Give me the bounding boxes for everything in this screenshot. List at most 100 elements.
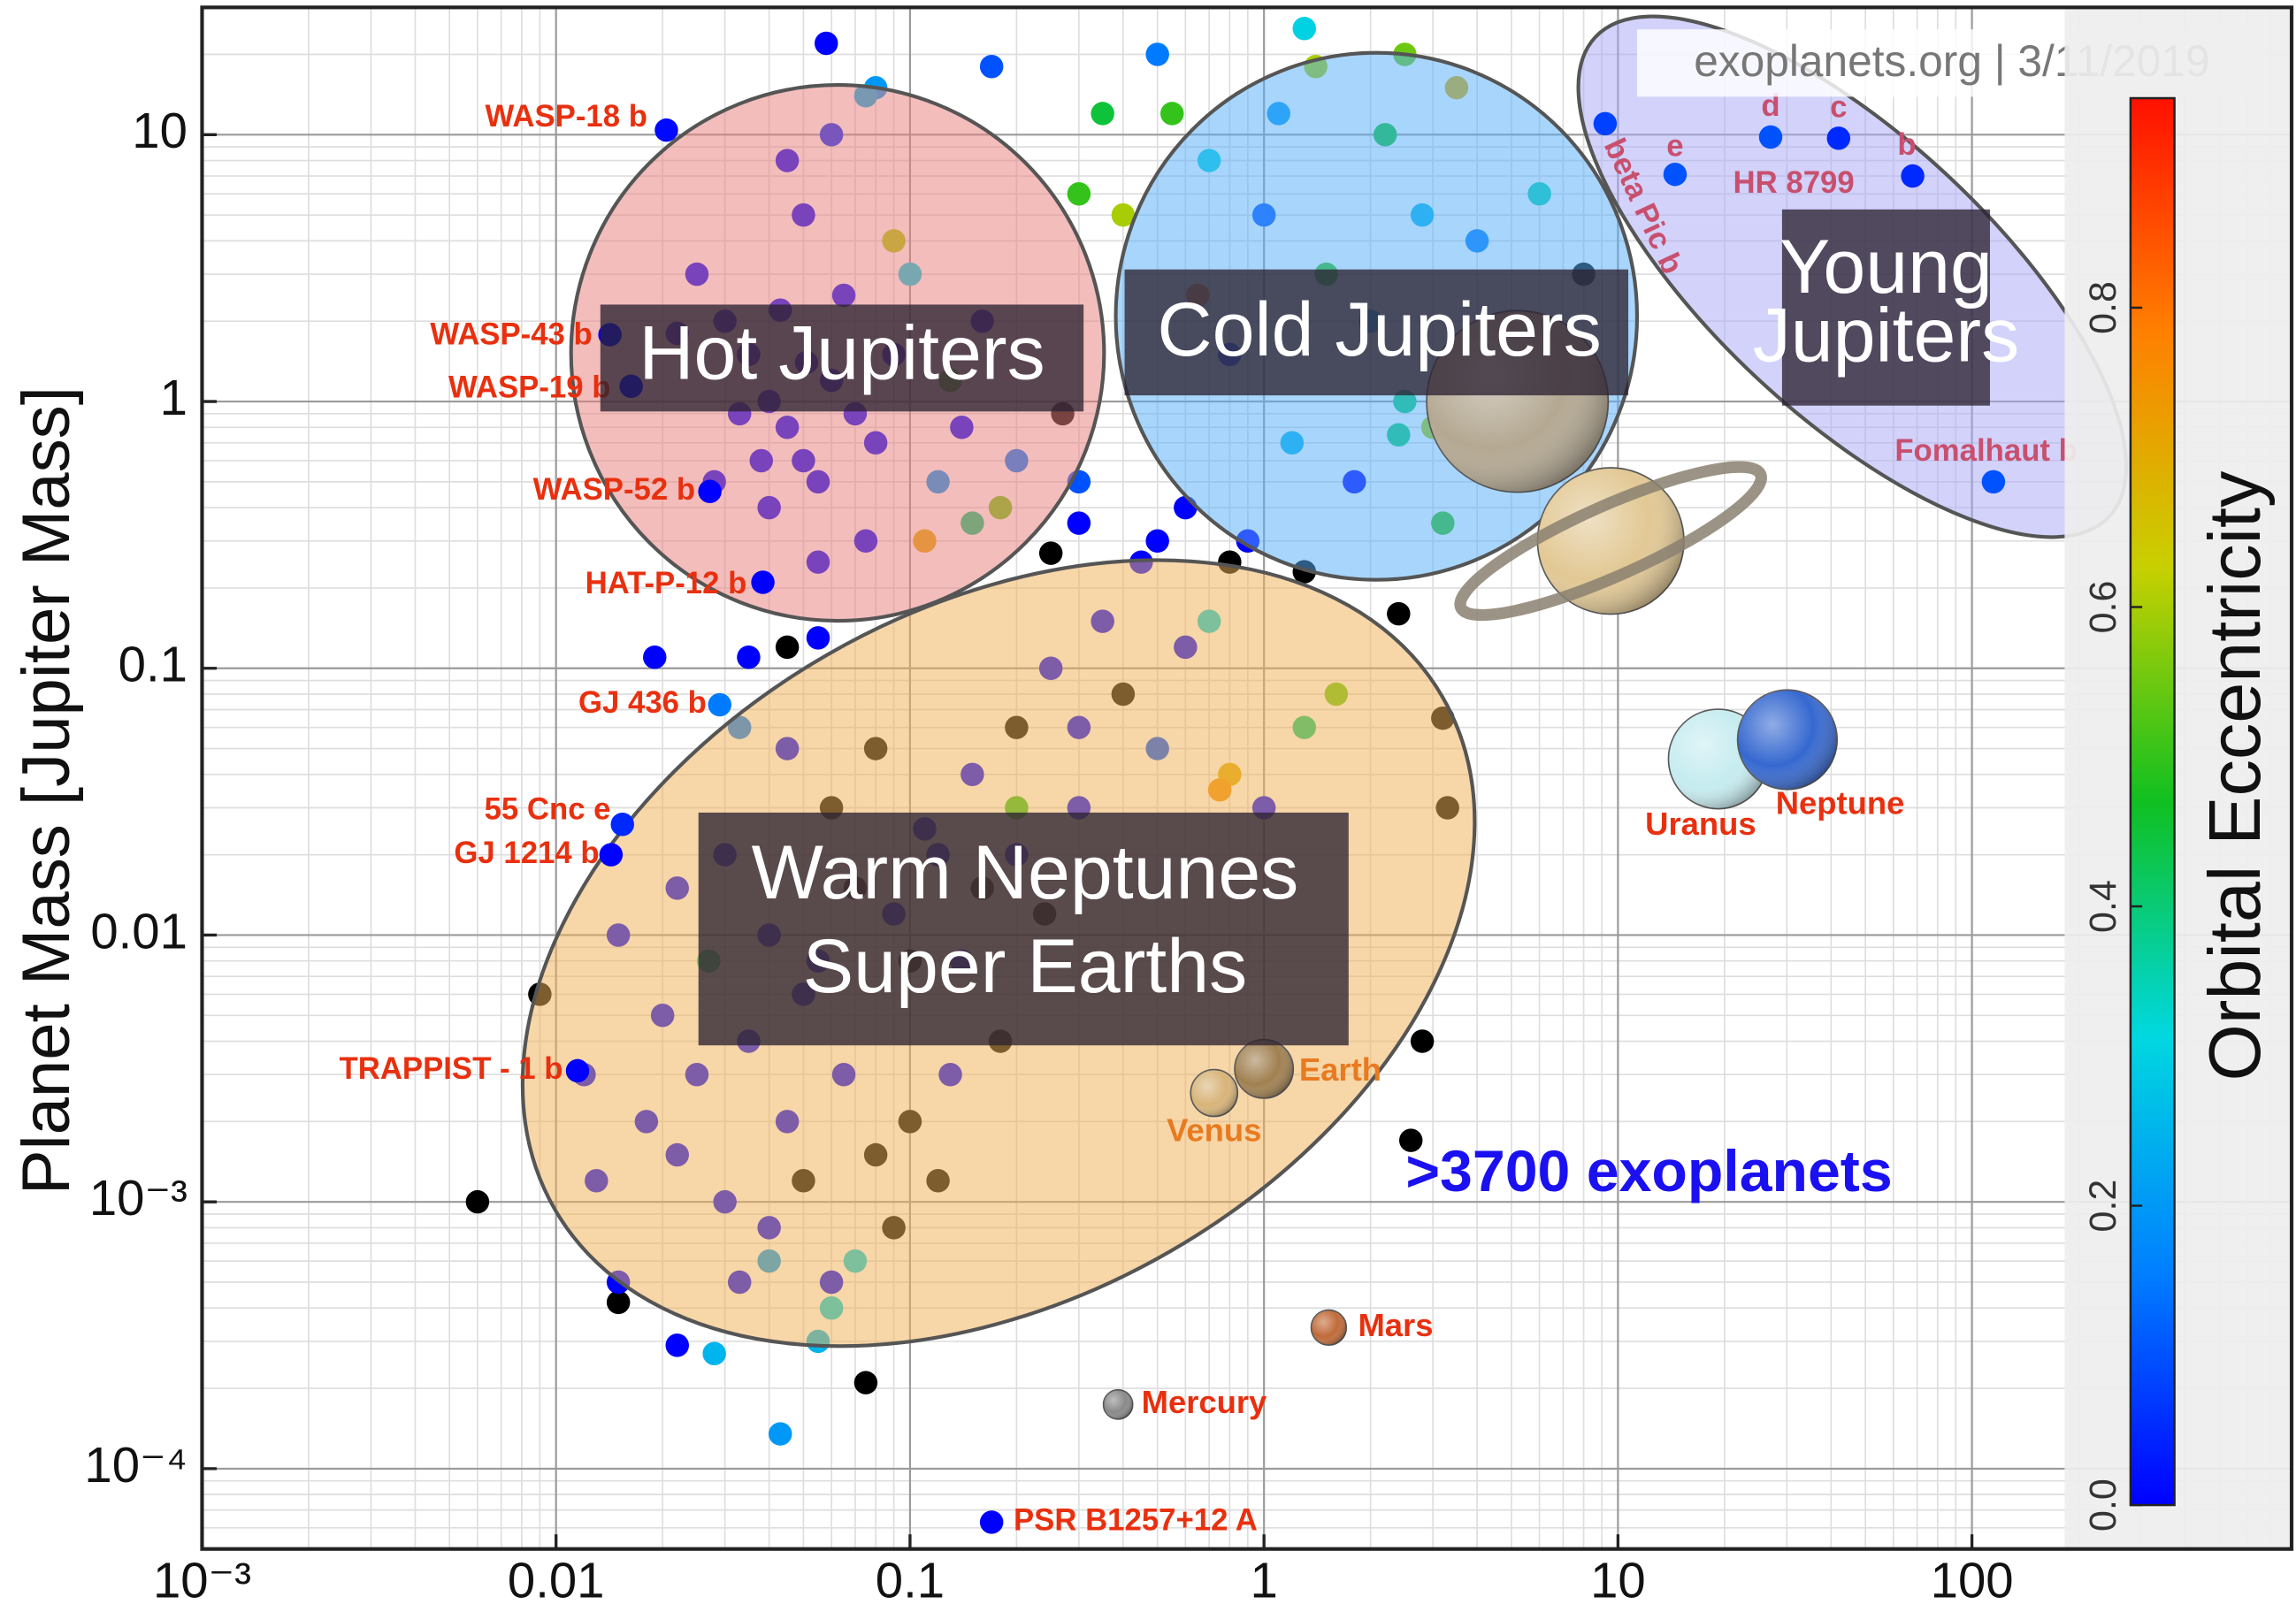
exoplanet-label: WASP-43 b: [430, 317, 592, 351]
planet-shading: [1737, 690, 1838, 790]
y-tick-label: 1: [160, 370, 188, 425]
region-label-box: [600, 304, 1084, 412]
exoplanet-point: [665, 1333, 689, 1357]
exoplanet-label: WASP-18 b: [485, 100, 647, 134]
labeled-exoplanet: [708, 692, 732, 717]
exoplanet-point: [775, 635, 800, 660]
exoplanet-label: e: [1666, 130, 1683, 164]
exoplanet-label: Fomalhaut b: [1894, 434, 2078, 468]
exoplanet-label: GJ 1214 b: [454, 837, 599, 870]
exoplanet-point: [1292, 17, 1316, 41]
labeled-exoplanet: [610, 813, 634, 837]
exoplanet-point: [853, 1371, 878, 1394]
exoplanet-label: TRAPPIST - 1 b: [340, 1052, 563, 1086]
annotation: >3700 exoplanets: [1405, 1139, 1892, 1204]
exoplanet-label: PSR B1257+12 A: [1014, 1504, 1258, 1538]
exoplanet-label: 55 Cnc e: [485, 793, 611, 827]
x-tick-label: 0.1: [876, 1552, 945, 1608]
exoplanet-point: [643, 646, 667, 669]
exoplanet-point: [814, 31, 838, 56]
planet-shading: [1103, 1389, 1133, 1419]
labeled-exoplanet: [698, 479, 722, 504]
x-tick-label: 100: [1931, 1552, 2014, 1608]
solar-planet-label: Mars: [1358, 1307, 1433, 1343]
exoplanet-label: HAT-P-12 b: [585, 567, 747, 600]
labeled-exoplanet: [1901, 164, 1925, 188]
solar-planet-label: Uranus: [1645, 806, 1756, 842]
x-tick-label: 10⁻³: [153, 1552, 251, 1608]
x-tick-label: 1: [1250, 1552, 1277, 1608]
colorbar-label: Orbital Eccentricity: [2193, 470, 2276, 1081]
labeled-exoplanet: [1826, 126, 1851, 150]
exoplanet-point: [1145, 42, 1169, 66]
system-label: HR 8799: [1733, 166, 1855, 200]
exoplanet-point: [1159, 102, 1184, 126]
exoplanet-point: [979, 55, 1004, 79]
x-tick-label: 0.01: [508, 1552, 605, 1608]
labeled-exoplanet: [599, 843, 624, 867]
exoplanet-label: c: [1830, 90, 1847, 124]
labeled-exoplanet: [565, 1058, 590, 1083]
plot-frame: [200, 5, 2294, 1551]
region-label-box: [1781, 209, 1990, 406]
solar-planet-label: Venus: [1167, 1112, 1261, 1148]
labeled-exoplanet: [1663, 162, 1688, 187]
colorbar-tick-label: 0.6: [2082, 581, 2124, 634]
region-label: Super Earths: [803, 924, 1247, 1009]
colorbar-panel: [2064, 9, 2291, 1548]
y-tick-label: 0.1: [119, 637, 188, 692]
exoplanet-point: [806, 626, 830, 650]
exoplanet-point: [1067, 511, 1091, 535]
region-label-box: [1124, 269, 1629, 396]
solar-planet-label: Mercury: [1142, 1384, 1267, 1420]
y-tick-label: 10: [132, 103, 188, 158]
region-label: Cold Jupiters: [1157, 287, 1601, 372]
exoplanet-label: WASP-19 b: [448, 371, 610, 404]
y-tick-label: 0.01: [90, 903, 188, 959]
exoplanet-point: [1038, 541, 1063, 565]
exoplanet-point: [606, 1290, 631, 1315]
colorbar-tick-label: 0.2: [2082, 1180, 2124, 1233]
region-label: Hot Jupiters: [639, 310, 1045, 395]
x-tick-label: 10: [1590, 1552, 1646, 1608]
exoplanet-point: [1067, 182, 1091, 206]
exoplanet-label: d: [1761, 89, 1779, 123]
y-tick-label: 10⁻⁴: [84, 1437, 188, 1493]
planet-ring: [1454, 461, 1767, 622]
exoplanet-label: GJ 436 b: [578, 686, 707, 720]
exoplanet-point: [702, 1341, 726, 1365]
colorbar: [2129, 96, 2176, 1507]
labeled-exoplanet: [1593, 111, 1618, 136]
y-tick-label: 10⁻³: [89, 1170, 188, 1226]
exoplanet-point: [768, 1422, 792, 1446]
colorbar-tick-label: 0.8: [2082, 281, 2124, 334]
labeled-exoplanet: [979, 1510, 1004, 1534]
exoplanet-point: [737, 646, 761, 669]
labeled-exoplanet: [1758, 125, 1783, 149]
region-label: Warm Neptunes: [752, 830, 1299, 915]
planet-shading: [1235, 1039, 1294, 1098]
y-axis-label: Planet Mass [Jupiter Mass]: [9, 386, 84, 1195]
axes: 10⁻³ 0.01 0.1 1 10 100 10⁻⁴ 10⁻³ 0.01 0.1 1 10: [84, 103, 2013, 1608]
solar-planet-label: Neptune: [1776, 785, 1905, 821]
labeled-exoplanet: [751, 570, 775, 594]
labeled-exoplanet: [1981, 470, 2006, 494]
exoplanet-point: [1398, 1128, 1423, 1152]
planet-shading: [1537, 468, 1684, 615]
region-label: Jupiters: [1753, 294, 2019, 378]
exoplanet-point: [1145, 529, 1169, 554]
labeled-exoplanet: [654, 118, 678, 142]
exoplanet-point: [1091, 102, 1114, 126]
exoplanet-point: [1387, 601, 1411, 626]
exoplanet-point: [465, 1189, 490, 1214]
planet-shading: [1311, 1310, 1347, 1346]
colorbar-tick-label: 0.4: [2082, 880, 2124, 933]
solar-planet-label: Earth: [1299, 1051, 1381, 1088]
exoplanet-label: WASP-52 b: [533, 473, 695, 507]
colorbar-tick-label: 0.0: [2082, 1478, 2124, 1532]
exoplanet-point: [1410, 1029, 1435, 1053]
exoplanet-label: b: [1897, 128, 1916, 162]
region-label: Young: [1779, 225, 1993, 309]
region-label-box: [698, 812, 1349, 1046]
